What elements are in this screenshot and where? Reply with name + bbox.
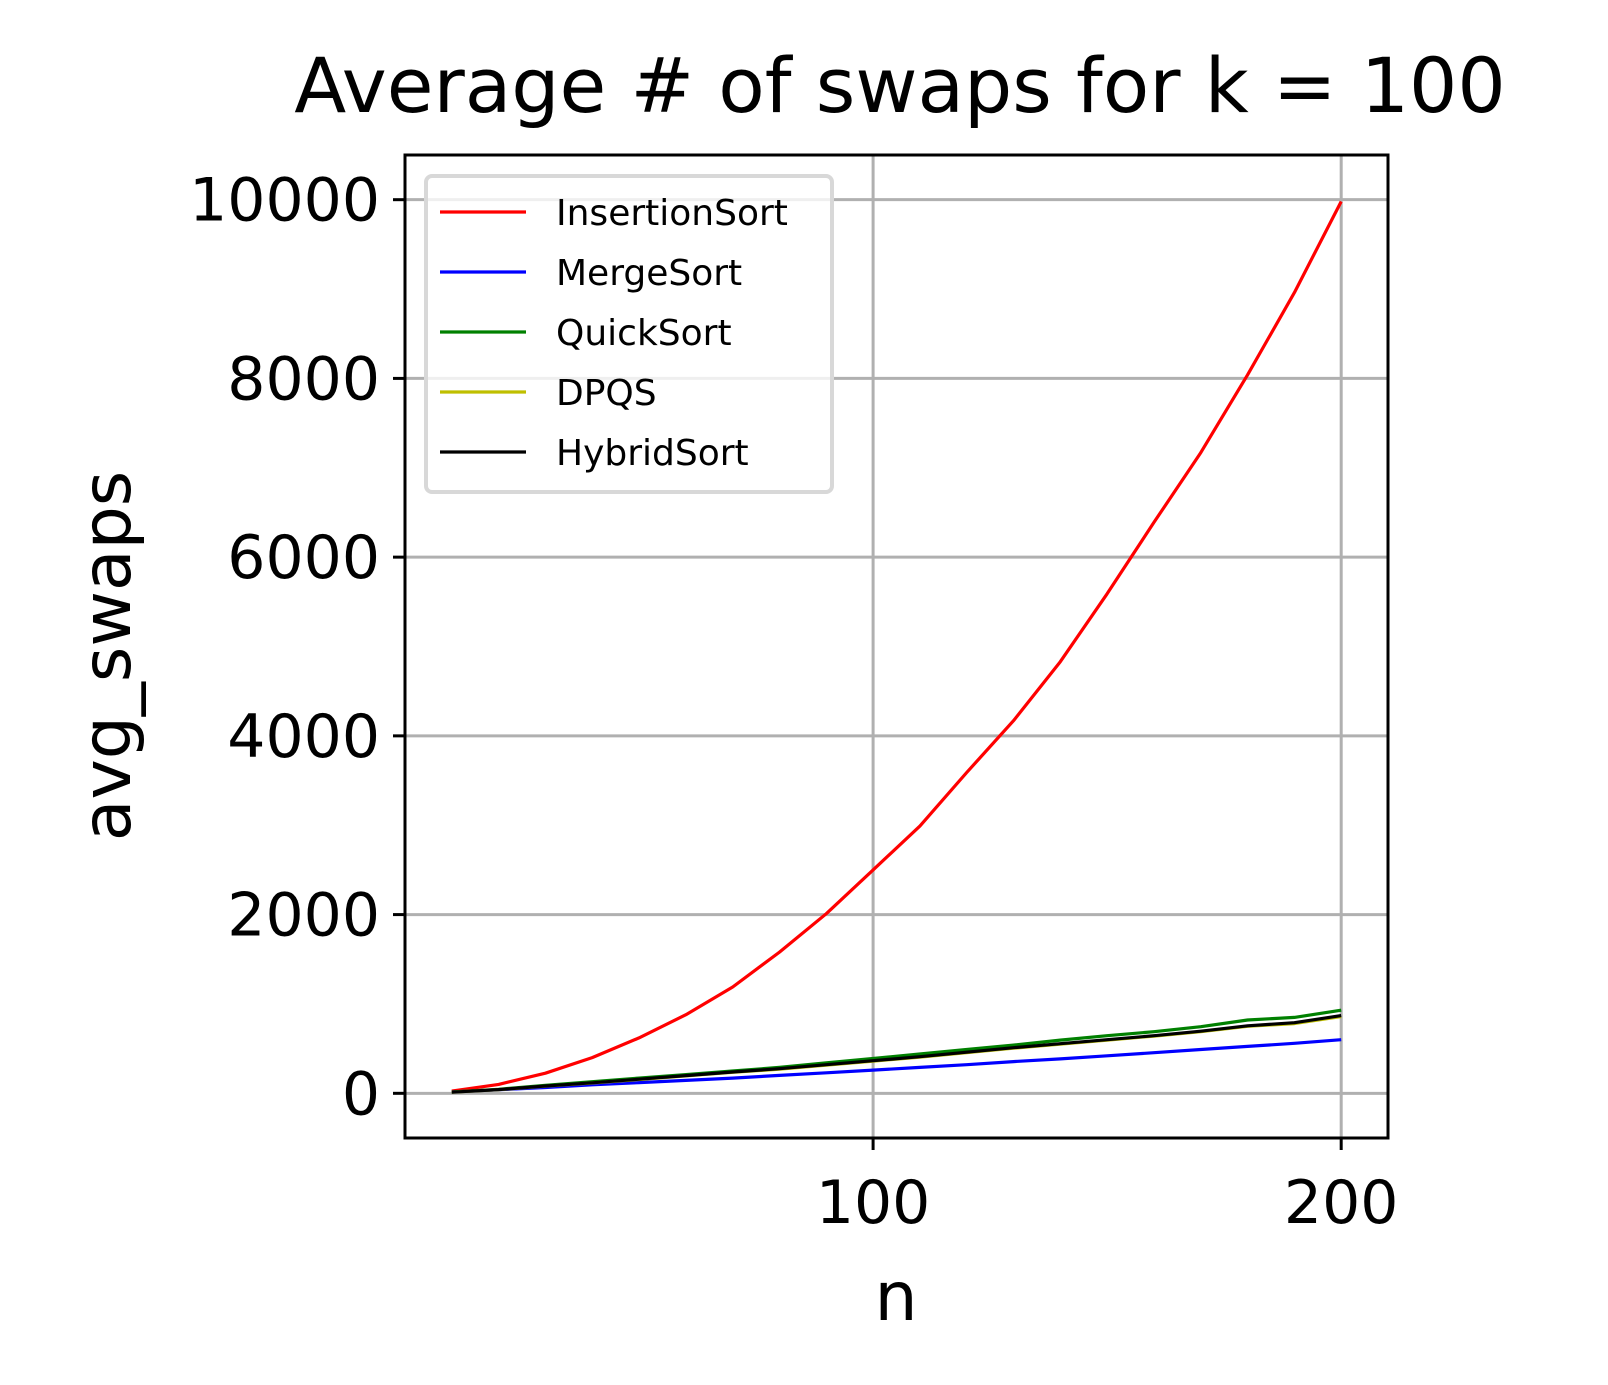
x-tick-label: 200 <box>1284 1168 1399 1238</box>
series-line-insertionsort <box>451 200 1343 1093</box>
series-lines <box>451 200 1343 1094</box>
y-tick-label: 6000 <box>227 523 380 593</box>
x-tick-label: 100 <box>816 1168 931 1238</box>
legend-label: DPQS <box>556 373 657 414</box>
plot-frame <box>403 153 1390 1140</box>
series-line-hybridsort <box>451 1014 1342 1094</box>
y-tick-label: 10000 <box>189 166 380 236</box>
series-line-quicksort <box>451 1008 1342 1094</box>
y-tick-label: 4000 <box>227 702 380 772</box>
legend-label: InsertionSort <box>556 193 788 234</box>
legend: InsertionSort MergeSort QuickSort DPQS Hybri… <box>424 174 834 494</box>
x-axis-label: n <box>874 1258 917 1337</box>
y-axis-label: avg_swaps <box>68 471 147 841</box>
legend-label: MergeSort <box>556 253 742 294</box>
y-tick-label: 8000 <box>227 344 380 414</box>
legend-label: QuickSort <box>556 313 732 354</box>
y-tick-label: 0 <box>342 1059 380 1129</box>
legend-label: HybridSort <box>556 433 749 474</box>
y-tick-label: 2000 <box>227 881 380 951</box>
series-line-mergesort <box>451 1038 1342 1094</box>
legend-box <box>424 174 834 494</box>
chart-title: Average # of swaps for k = 100 <box>294 41 1506 130</box>
